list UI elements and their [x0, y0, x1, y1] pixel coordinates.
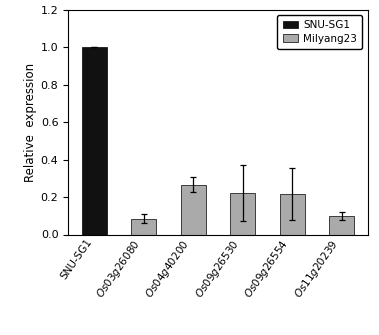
Bar [280, 194, 305, 234]
Bar [131, 219, 156, 234]
Bar [230, 193, 255, 234]
Bar [329, 216, 354, 234]
Bar [181, 185, 205, 234]
Legend: SNU-SG1, Milyang23: SNU-SG1, Milyang23 [277, 15, 362, 49]
Y-axis label: Relative  expression: Relative expression [23, 63, 37, 182]
Bar [82, 48, 106, 234]
